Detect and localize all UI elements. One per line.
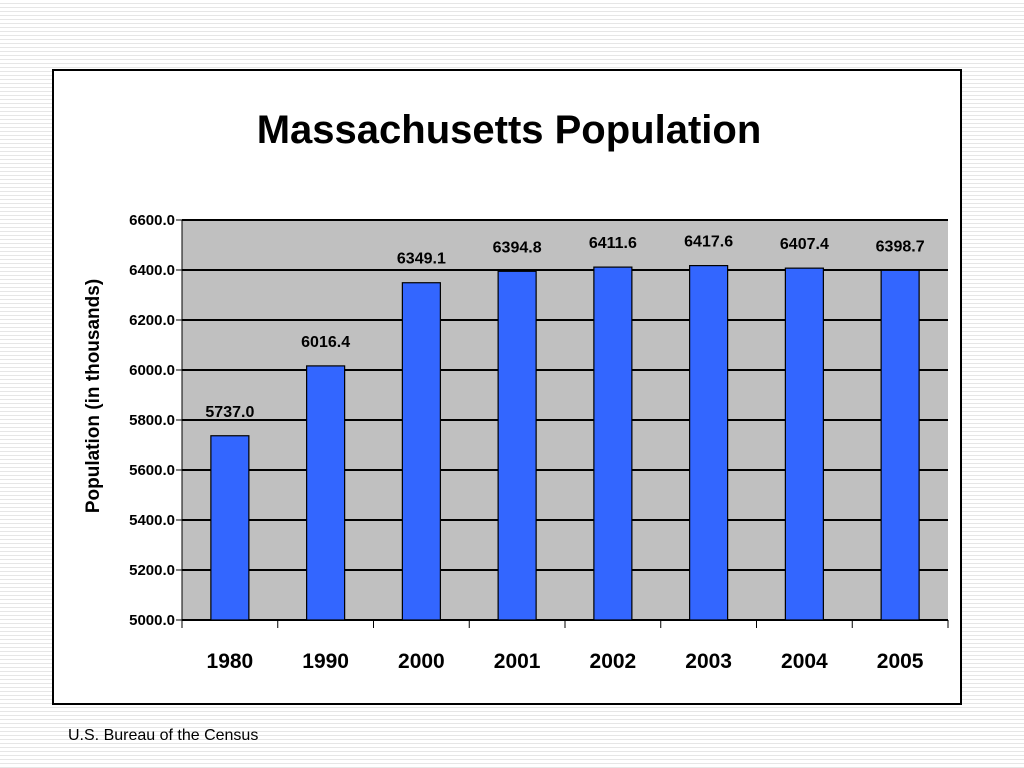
x-tick-label-2001: 2001 (494, 650, 541, 673)
source-note: U.S. Bureau of the Census (68, 727, 259, 744)
x-tick-label-2005: 2005 (877, 650, 924, 673)
data-label-2004: 6407.4 (780, 236, 829, 253)
plot-area: 5000.0 5200.0 5400.0 5600.0 5800.0 6000.0 6200… (129, 212, 949, 673)
y-tick-label: 5800.0 (129, 412, 175, 429)
data-label-2005: 6398.7 (876, 238, 925, 255)
chart-frame: Massachusetts Population Population (in … (52, 69, 962, 705)
data-label-1990: 6016.4 (301, 334, 350, 351)
bar-2003 (689, 265, 729, 621)
bar-2005 (880, 269, 920, 621)
x-tick-label-1990: 1990 (302, 650, 349, 673)
y-tick-label: 6600.0 (129, 212, 175, 229)
bar-1990 (306, 365, 346, 621)
bar-1980 (210, 435, 250, 621)
y-tick-label: 6400.0 (129, 262, 175, 279)
data-label-2003: 6417.6 (684, 234, 733, 251)
y-tick-label: 5400.0 (129, 512, 175, 529)
bar-2002 (593, 266, 633, 621)
data-label-2001: 6394.8 (493, 239, 542, 256)
y-tick-label: 5600.0 (129, 462, 175, 479)
x-tick-label-1980: 1980 (207, 650, 254, 673)
x-tick-label-2002: 2002 (590, 650, 637, 673)
y-tick-label: 5000.0 (129, 612, 175, 629)
data-label-1980: 5737.0 (205, 404, 254, 421)
y-axis-label: Population (in thousands) (83, 279, 104, 513)
bar-2004 (784, 267, 824, 621)
chart-title: Massachusetts Population (257, 108, 762, 152)
bar-chart: Massachusetts Population Population (in … (83, 108, 949, 673)
y-tick-label: 6200.0 (129, 312, 175, 329)
x-tick-label-2003: 2003 (685, 650, 732, 673)
x-tick-label-2000: 2000 (398, 650, 445, 673)
bar-2001 (497, 270, 537, 621)
y-tick-label: 6000.0 (129, 362, 175, 379)
x-tick-label-2004: 2004 (781, 650, 828, 673)
y-tick-label: 5200.0 (129, 562, 175, 579)
data-label-2000: 6349.1 (397, 251, 446, 268)
bar-2000 (401, 282, 441, 621)
data-label-2002: 6411.6 (589, 235, 637, 252)
